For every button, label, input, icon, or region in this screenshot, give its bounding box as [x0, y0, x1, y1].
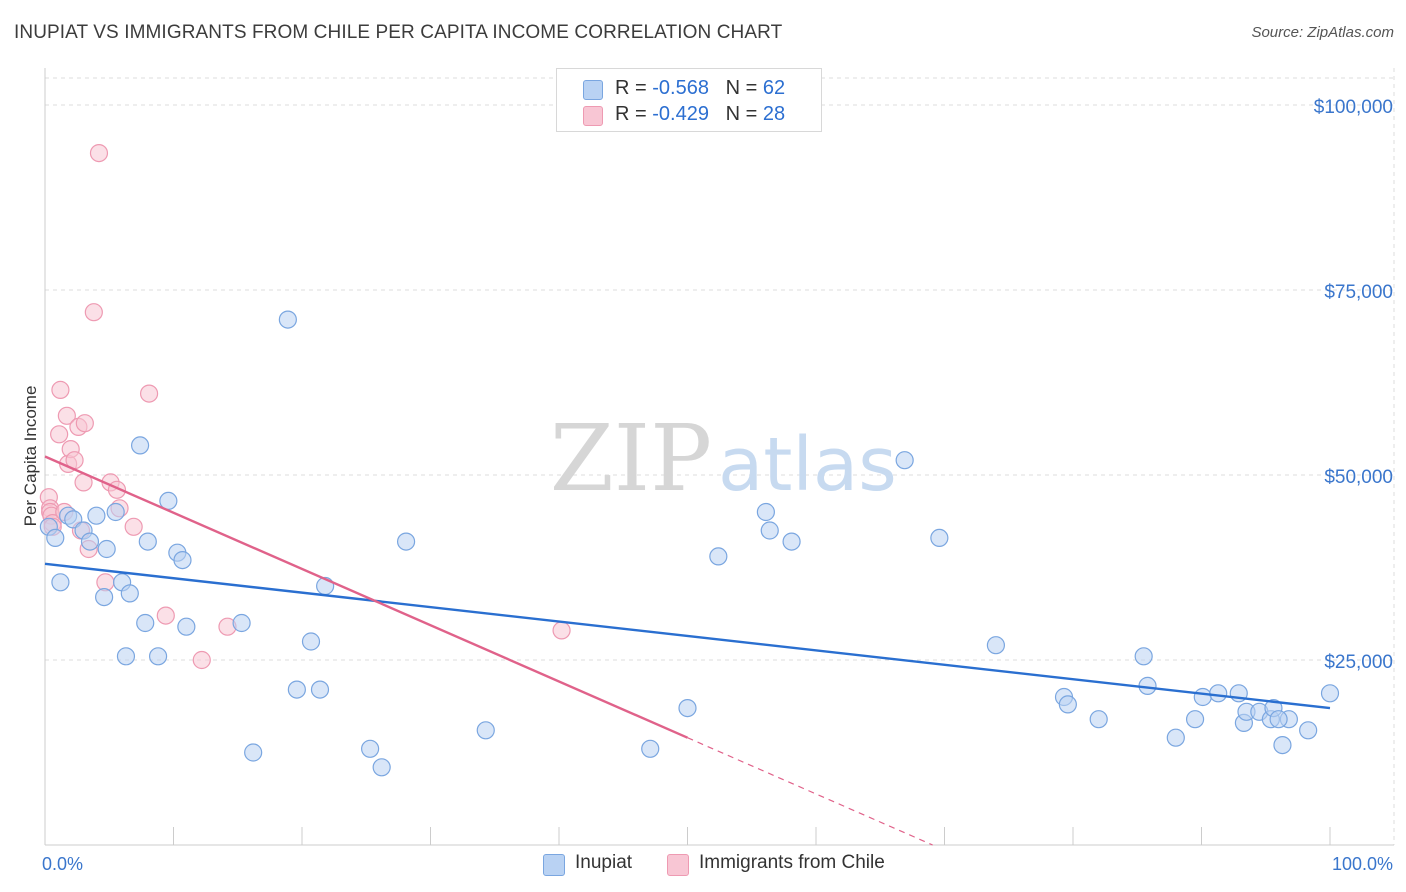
y-tick-label: $75,000 [1324, 282, 1393, 303]
inupiat-point [1185, 710, 1205, 729]
axis-labels: $25,000 $50,000 $75,000 $100,000 0.0% 100.0% [42, 97, 1393, 874]
series-legend: Inupiat Immigrants from Chile [0, 852, 1406, 878]
chart-title: INUPIAT VS IMMIGRANTS FROM CHILE PER CAP… [14, 22, 783, 43]
chile-legend-swatch [667, 854, 689, 876]
inupiat-point [106, 502, 125, 522]
inupiat-point [116, 647, 136, 666]
inupiat-point [678, 698, 697, 718]
stats-r-label: R = [615, 77, 653, 99]
inupiat-point [372, 758, 391, 777]
inupiat-point [138, 532, 157, 551]
chile-point [84, 303, 103, 322]
inupiat-point [709, 547, 728, 566]
series-inupiat-points [39, 310, 1340, 777]
inupiat-point [1209, 684, 1228, 703]
inupiat-point [895, 451, 914, 470]
inupiat-point [120, 584, 139, 603]
inupiat-point [173, 550, 192, 570]
stats-n-value: 62 [762, 77, 786, 99]
inupiat-point [361, 739, 380, 758]
inupiat-point [756, 502, 775, 522]
stats-n-value: 28 [762, 103, 786, 125]
stats-r-value: -0.429 [652, 103, 709, 125]
inupiat-point [136, 613, 155, 633]
chile-point [192, 650, 211, 670]
watermark: ZIP atlas [550, 405, 897, 512]
chile-trend-line [44, 455, 688, 739]
chile-point [156, 606, 175, 625]
inupiat-point [46, 528, 65, 548]
inupiat-point [301, 632, 321, 651]
chile-point [50, 425, 69, 444]
inupiat-point [51, 573, 70, 592]
inupiat-point [95, 587, 114, 607]
inupiat-point [244, 743, 263, 762]
chile-point [552, 621, 571, 640]
inupiat-point [148, 647, 168, 666]
stats-n-label: N = [725, 103, 763, 125]
stats-legend: R = -0.568 N = 62 R = -0.429 N = 28 [556, 68, 822, 132]
inupiat-point [87, 506, 106, 525]
inupiat-point [278, 310, 297, 329]
stats-r-value: -0.568 [652, 77, 709, 99]
inupiat-point [1273, 735, 1292, 755]
inupiat-trend-line [44, 562, 1331, 710]
inupiat-point [1089, 710, 1108, 729]
x-tick-label: 0.0% [42, 854, 83, 874]
legend-label: Immigrants from Chile [699, 852, 885, 873]
chile-trend-extension [687, 737, 933, 846]
source-credit: Source: ZipAtlas.com [1251, 24, 1394, 41]
inupiat-point [760, 521, 779, 540]
watermark-zip: ZIP [550, 405, 712, 512]
y-axis-title: Per Capita Income [21, 386, 40, 527]
inupiat-point [1166, 728, 1185, 747]
inupiat-point [177, 617, 196, 636]
inupiat-point [1320, 684, 1340, 703]
chile-point [75, 414, 94, 433]
stats-r-label: R = [615, 103, 653, 125]
legend-label: Inupiat [575, 852, 633, 873]
chile-swatch [583, 106, 603, 126]
inupiat-point [1058, 695, 1077, 714]
inupiat-point [782, 532, 801, 551]
inupiat-point [1269, 710, 1288, 729]
chile-point [57, 406, 76, 425]
inupiat-point [1193, 687, 1212, 707]
stats-n-label: N = [725, 77, 763, 99]
inupiat-point [1299, 721, 1318, 740]
inupiat-point [930, 528, 949, 548]
inupiat-legend-swatch [543, 854, 565, 876]
chile-point [89, 144, 109, 163]
inupiat-point [287, 680, 306, 699]
watermark-atlas: atlas [718, 422, 897, 508]
chile-point [51, 380, 70, 399]
chile-point [124, 517, 143, 536]
inupiat-point [396, 532, 416, 551]
inupiat-point [641, 739, 660, 758]
inupiat-point [986, 636, 1006, 655]
inupiat-point [97, 539, 116, 559]
inupiat-point [310, 680, 330, 699]
y-tick-label: $100,000 [1314, 97, 1393, 118]
inupiat-point [1134, 647, 1153, 666]
inupiat-point [232, 613, 251, 633]
x-tick-label: 100.0% [1332, 854, 1393, 874]
inupiat-point [80, 532, 100, 551]
inupiat-point [130, 436, 150, 455]
inupiat-point [64, 510, 83, 529]
trend-lines [44, 455, 1331, 846]
chile-point [139, 384, 159, 403]
inupiat-swatch [583, 80, 603, 100]
inupiat-point [476, 721, 495, 740]
y-tick-label: $50,000 [1324, 467, 1393, 488]
axes [44, 68, 1394, 846]
y-tick-label: $25,000 [1324, 652, 1393, 673]
